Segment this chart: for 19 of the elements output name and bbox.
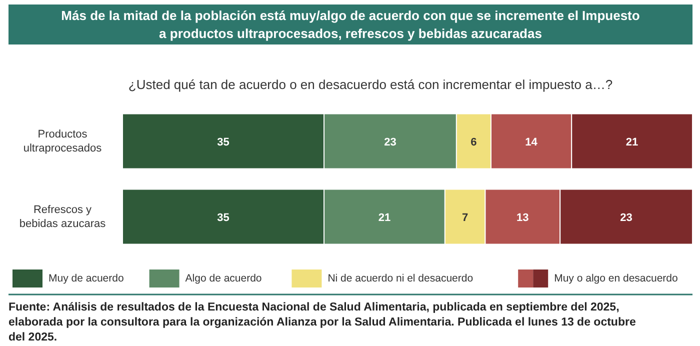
- y-tick-label: Productos ultraprocesados: [23, 128, 102, 154]
- legend-label: Muy o algo en desacuerdo: [554, 272, 678, 284]
- chart-subtitle: ¿Usted qué tan de acuerdo o en desacuerdo está con incrementar el impuesto a…?: [128, 77, 613, 92]
- data-label: 6: [470, 136, 477, 148]
- source-note: Fuente: Análisis de resultados de la Encuesta Nacional de Salud Alimentaria, publicada en septiembre del 2025, elaborada por la consultora para la organización Alianza por la Salud Alimentaria. Publicada el lunes 13 de octubre del 2025.: [8, 302, 636, 344]
- legend-label: Algo de acuerdo: [185, 272, 262, 284]
- legend-label: Ni de acuerdo ni el desacuerdo: [328, 272, 474, 284]
- data-label: 14: [525, 136, 538, 148]
- data-label: 35: [217, 136, 230, 148]
- data-label: 35: [217, 212, 230, 224]
- legend-label: Muy de acuerdo: [48, 272, 124, 284]
- data-label: 23: [620, 212, 632, 224]
- chart-title: Más de la mitad de la población está muy/algo de acuerdo con que se incremente el Impuesto a productos ultraprocesados, refrescos y bebidas azucaradas: [61, 8, 640, 41]
- data-label: 23: [384, 136, 396, 148]
- y-tick-label: Refrescos y bebidas azucaras: [19, 204, 106, 230]
- data-label: 21: [626, 136, 638, 148]
- data-label: 7: [462, 212, 468, 224]
- data-label: 21: [378, 212, 391, 224]
- data-label: 13: [516, 212, 529, 224]
